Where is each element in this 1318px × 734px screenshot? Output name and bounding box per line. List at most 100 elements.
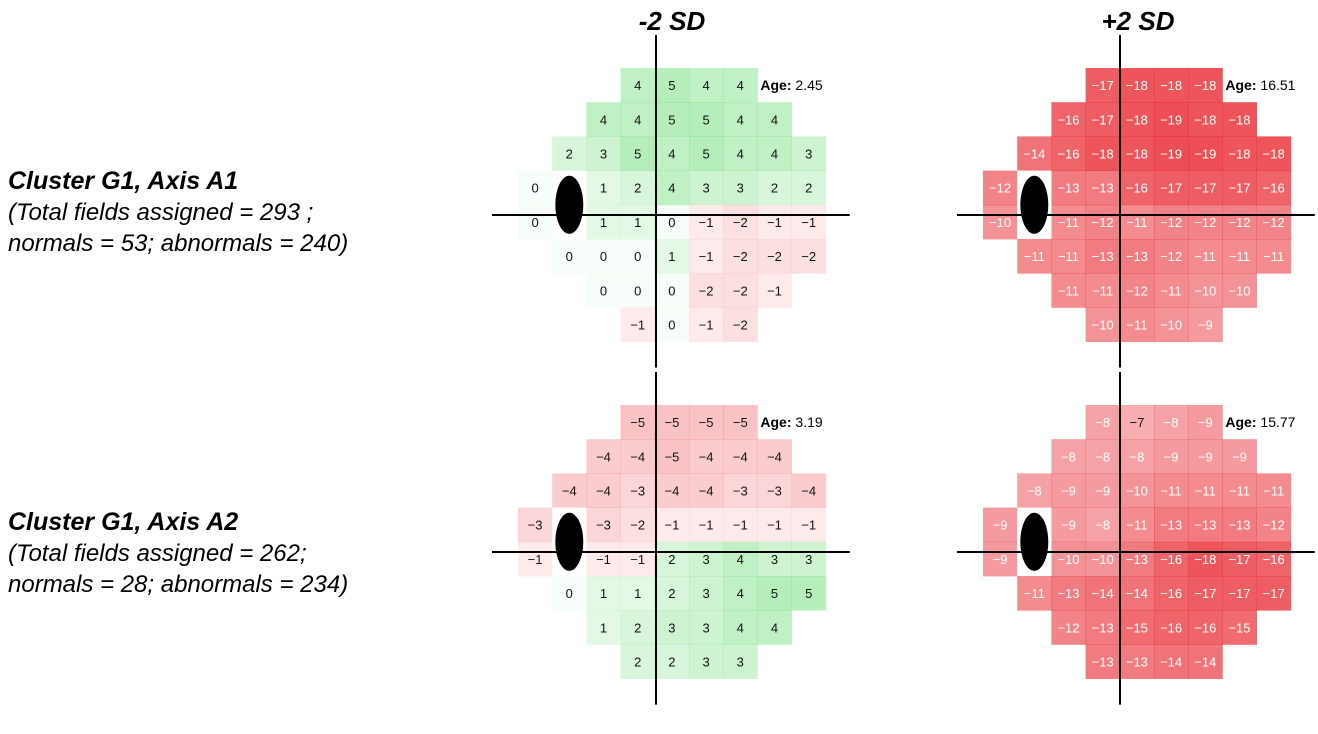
field-value: −11	[1126, 518, 1147, 533]
field-cell	[1222, 473, 1257, 508]
field-value: −8	[1095, 518, 1110, 533]
field-cell	[1256, 239, 1292, 274]
field-cell	[620, 644, 656, 679]
field-value: −17	[1228, 181, 1250, 196]
field-cell	[1222, 439, 1257, 474]
visual-field-panel: −8 −7 −8 −9 −8 −8 −8 −9 −9 −9 −8 −9 −9 −10 −11 −11 −11 −1…	[957, 372, 1315, 705]
field-value: −10	[1228, 283, 1250, 298]
field-value: −12	[989, 181, 1011, 196]
field-value: −13	[1092, 181, 1114, 196]
field-cell	[586, 507, 621, 543]
field-cell	[723, 610, 758, 645]
field-cell	[620, 439, 656, 474]
field-cell	[689, 136, 724, 171]
field-value: −10	[1126, 484, 1148, 499]
field-cell	[1188, 576, 1223, 611]
field-value: 0	[668, 283, 675, 298]
field-cell	[757, 610, 792, 645]
field-cell	[654, 170, 690, 206]
field-value: −13	[1126, 249, 1148, 264]
field-value: 5	[805, 586, 812, 601]
field-cell	[689, 204, 724, 240]
field-cell	[1119, 273, 1155, 308]
field-cell	[586, 541, 621, 577]
blind-spot-marker	[1020, 175, 1049, 234]
field-cell	[757, 576, 792, 611]
column-title-minus-2sd: -2 SD	[639, 6, 706, 36]
field-cell	[689, 576, 724, 611]
field-cell	[1051, 239, 1086, 274]
field-value: −10	[989, 215, 1011, 230]
field-cell	[1154, 68, 1189, 103]
field-cell	[1154, 473, 1189, 508]
field-cell	[723, 541, 758, 577]
field-value: −9	[993, 518, 1008, 533]
field-cell	[1051, 273, 1086, 308]
field-value: −13	[1126, 552, 1148, 567]
field-value: −9	[1232, 449, 1247, 464]
field-cell	[723, 102, 758, 137]
field-value: −1	[528, 552, 543, 567]
age-caption: Age:	[1225, 414, 1256, 430]
field-cell	[1188, 541, 1223, 577]
field-cell	[1119, 102, 1155, 137]
field-value: 0	[531, 181, 538, 196]
field-cell	[586, 576, 621, 611]
field-value: 3	[805, 147, 812, 162]
field-cell	[1188, 136, 1223, 171]
field-cell	[654, 541, 690, 577]
field-value: −7	[1129, 415, 1144, 430]
field-cell	[1051, 204, 1086, 240]
field-value: −1	[596, 552, 611, 567]
field-value: 2	[805, 181, 812, 196]
field-cell	[552, 576, 587, 611]
field-cell	[791, 170, 827, 206]
field-value: 5	[634, 147, 641, 162]
field-cell	[518, 204, 553, 240]
field-value: −2	[699, 283, 714, 298]
age-value: 16.51	[1257, 77, 1296, 93]
field-cell	[1222, 576, 1257, 611]
field-cell	[1154, 239, 1189, 274]
age-label: Age: 3.19	[760, 414, 822, 430]
field-cell	[791, 136, 827, 171]
field-cell	[1119, 644, 1155, 679]
field-value: −13	[1228, 518, 1250, 533]
field-value: −16	[1126, 181, 1148, 196]
field-value: −9	[1164, 449, 1179, 464]
field-value: 0	[668, 318, 675, 333]
field-value: −4	[562, 484, 577, 499]
field-cell	[1188, 204, 1223, 240]
field-value: −9	[1198, 415, 1213, 430]
field-value: −5	[699, 415, 714, 430]
field-value: 4	[737, 552, 744, 567]
field-cell	[757, 102, 792, 137]
field-value: −13	[1057, 586, 1079, 601]
field-value: −3	[767, 484, 782, 499]
field-value: −5	[630, 415, 645, 430]
blind-spot-marker	[1020, 512, 1049, 571]
row-2-desc-line-2: normals = 28; abnormals = 234)	[8, 571, 349, 598]
field-cell	[1222, 136, 1257, 171]
field-value: −14	[1194, 655, 1216, 670]
field-cell	[1119, 307, 1155, 342]
field-cell	[723, 405, 758, 440]
field-cell	[689, 541, 724, 577]
field-value: 3	[771, 552, 778, 567]
age-value: 2.45	[792, 77, 823, 93]
field-cell	[1085, 405, 1121, 440]
field-value: −15	[1126, 620, 1148, 635]
field-value: −1	[801, 518, 816, 533]
field-value: −13	[1160, 518, 1182, 533]
field-cell	[620, 239, 656, 274]
field-cell	[1085, 644, 1121, 679]
field-cell	[1119, 610, 1155, 645]
field-cell	[620, 541, 656, 577]
field-value: 4	[634, 112, 641, 127]
field-value: −2	[733, 318, 748, 333]
row-2-title: Cluster G1, Axis A2	[8, 508, 239, 536]
field-value: 2	[771, 181, 778, 196]
row-label-2: Cluster G1, Axis A2 (Total fields assign…	[8, 507, 348, 600]
visual-field-panel: −17 −18 −18 −18−16 −17 −18 −19 −18 −18−14 −16 −18−…	[957, 35, 1315, 368]
field-value: −12	[1228, 215, 1250, 230]
